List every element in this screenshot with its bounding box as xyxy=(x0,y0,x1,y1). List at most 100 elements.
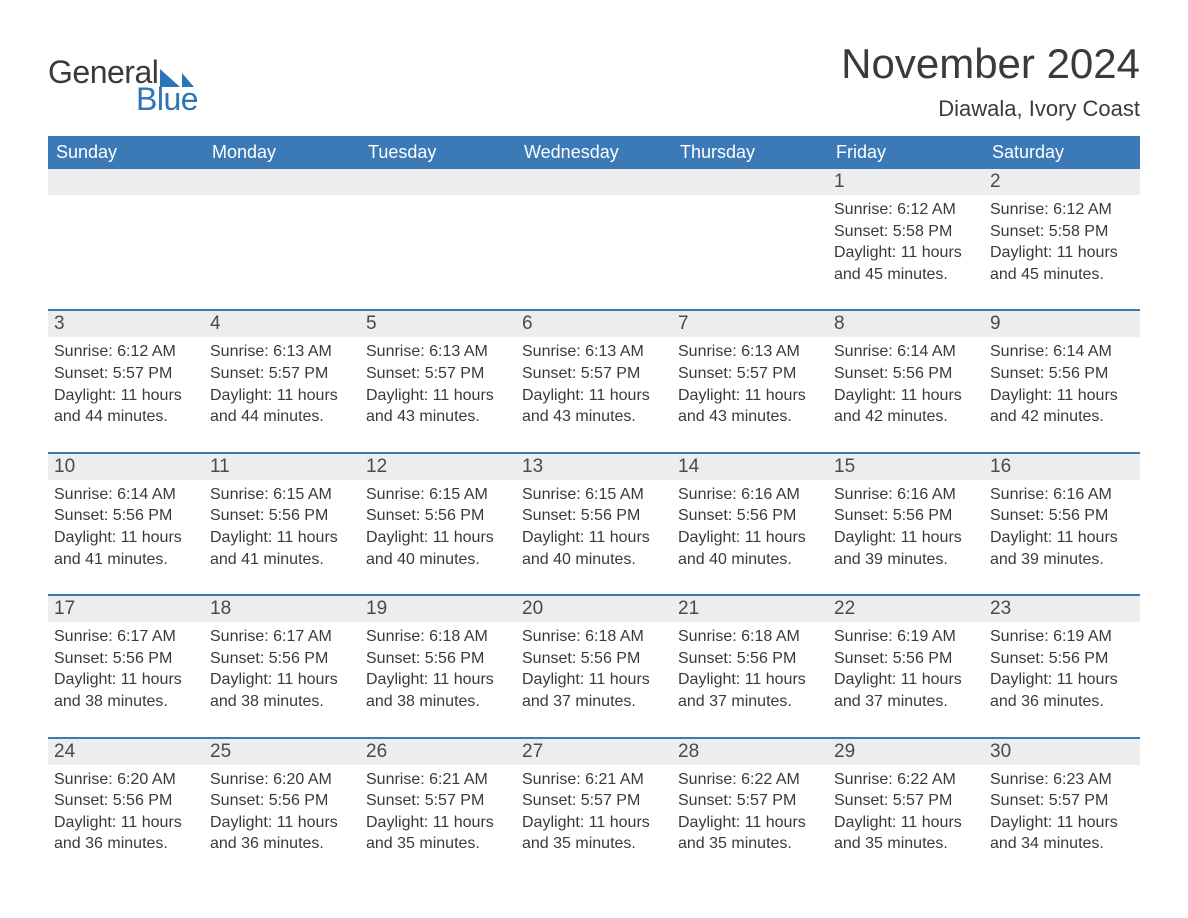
daylight-text: Daylight: 11 hours and 35 minutes. xyxy=(522,812,666,855)
logo: General Blue xyxy=(48,54,198,118)
day-cell: Sunrise: 6:13 AMSunset: 5:57 PMDaylight:… xyxy=(360,337,516,431)
daylight-text: Daylight: 11 hours and 36 minutes. xyxy=(54,812,198,855)
day-content-row: Sunrise: 6:20 AMSunset: 5:56 PM Daylight:… xyxy=(48,765,1140,859)
weekday-header: Tuesday xyxy=(360,136,516,169)
day-cell: Sunrise: 6:12 AMSunset: 5:58 PMDaylight:… xyxy=(984,195,1140,289)
day-number xyxy=(48,169,204,195)
logo-text-blue: Blue xyxy=(136,81,198,118)
sunrise-text: Sunrise: 6:21 AM xyxy=(366,769,510,791)
daylight-text: Daylight: 11 hours and 41 minutes. xyxy=(210,527,354,570)
day-cell: Sunrise: 6:15 AMSunset: 5:56 PMDaylight:… xyxy=(204,480,360,574)
day-number-row: 10111213141516 xyxy=(48,454,1140,480)
daylight-text: Daylight: 11 hours and 40 minutes. xyxy=(366,527,510,570)
day-cell: Sunrise: 6:16 AMSunset: 5:56 PMDaylight:… xyxy=(828,480,984,574)
day-number-row: 17181920212223 xyxy=(48,596,1140,622)
day-number: 30 xyxy=(984,739,1140,765)
sunset-text: Sunset: 5:57 PM xyxy=(366,363,510,385)
day-cell: Sunrise: 6:13 AMSunset: 5:57 PMDaylight:… xyxy=(204,337,360,431)
day-number-row: 3456789 xyxy=(48,311,1140,337)
daylight-text: Daylight: 11 hours and 34 minutes. xyxy=(990,812,1134,855)
day-number: 4 xyxy=(204,311,360,337)
day-number: 12 xyxy=(360,454,516,480)
week-block: 17181920212223Sunrise: 6:17 AMSunset: 5:… xyxy=(48,594,1140,716)
sunset-text: Sunset: 5:56 PM xyxy=(54,648,198,670)
day-cell xyxy=(672,195,828,289)
sunset-text: Sunset: 5:56 PM xyxy=(54,505,198,527)
day-cell: Sunrise: 6:20 AMSunset: 5:56 PMDaylight:… xyxy=(48,765,204,859)
day-number xyxy=(204,169,360,195)
daylight-text: Daylight: 11 hours and 43 minutes. xyxy=(522,385,666,428)
day-content-row: Sunrise: 6:12 AMSunset: 5:57 PMDaylight:… xyxy=(48,337,1140,431)
daylight-text: Daylight: 11 hours and 40 minutes. xyxy=(678,527,822,570)
day-content-row: Sunrise: 6:17 AMSunset: 5:56 PMDaylight:… xyxy=(48,622,1140,716)
day-cell xyxy=(48,195,204,289)
day-cell xyxy=(360,195,516,289)
day-number: 24 xyxy=(48,739,204,765)
day-cell: Sunrise: 6:14 AMSunset: 5:56 PMDaylight:… xyxy=(984,337,1140,431)
sunrise-text: Sunrise: 6:12 AM xyxy=(834,199,978,221)
sunrise-text: Sunrise: 6:14 AM xyxy=(990,341,1134,363)
sunset-text: Sunset: 5:57 PM xyxy=(522,363,666,385)
day-cell: Sunrise: 6:22 AMSunset: 5:57 PMDaylight:… xyxy=(672,765,828,859)
day-number: 17 xyxy=(48,596,204,622)
sunrise-text: Sunrise: 6:23 AM xyxy=(990,769,1134,791)
sunrise-text: Sunrise: 6:16 AM xyxy=(834,484,978,506)
sunset-text: Sunset: 5:57 PM xyxy=(210,363,354,385)
daylight-text: Daylight: 11 hours and 39 minutes. xyxy=(834,527,978,570)
sunset-text: Sunset: 5:56 PM xyxy=(210,648,354,670)
sunset-text: Sunset: 5:57 PM xyxy=(678,790,822,812)
sunset-text: Sunset: 5:56 PM xyxy=(990,363,1134,385)
sunrise-text: Sunrise: 6:13 AM xyxy=(210,341,354,363)
daylight-text: Daylight: 11 hours and 42 minutes. xyxy=(990,385,1134,428)
day-number: 16 xyxy=(984,454,1140,480)
day-number: 5 xyxy=(360,311,516,337)
day-number: 28 xyxy=(672,739,828,765)
sunset-text: Sunset: 5:58 PM xyxy=(834,221,978,243)
sunset-text: Sunset: 5:57 PM xyxy=(522,790,666,812)
daylight-text: Daylight: 11 hours and 41 minutes. xyxy=(54,527,198,570)
sunrise-text: Sunrise: 6:18 AM xyxy=(522,626,666,648)
weekday-header: Wednesday xyxy=(516,136,672,169)
sunset-text: Sunset: 5:57 PM xyxy=(678,363,822,385)
daylight-text: Daylight: 11 hours and 38 minutes. xyxy=(54,669,198,712)
sunset-text: Sunset: 5:56 PM xyxy=(990,505,1134,527)
daylight-text: Daylight: 11 hours and 43 minutes. xyxy=(366,385,510,428)
sunrise-text: Sunrise: 6:22 AM xyxy=(678,769,822,791)
sunrise-text: Sunrise: 6:15 AM xyxy=(366,484,510,506)
sunrise-text: Sunrise: 6:12 AM xyxy=(990,199,1134,221)
daylight-text: Daylight: 11 hours and 37 minutes. xyxy=(834,669,978,712)
day-cell: Sunrise: 6:13 AMSunset: 5:57 PMDaylight:… xyxy=(516,337,672,431)
week-block: 10111213141516Sunrise: 6:14 AMSunset: 5:… xyxy=(48,452,1140,574)
day-number: 8 xyxy=(828,311,984,337)
day-cell: Sunrise: 6:17 AMSunset: 5:56 PMDaylight:… xyxy=(48,622,204,716)
sunset-text: Sunset: 5:56 PM xyxy=(990,648,1134,670)
day-number: 27 xyxy=(516,739,672,765)
day-number: 9 xyxy=(984,311,1140,337)
sunrise-text: Sunrise: 6:16 AM xyxy=(678,484,822,506)
daylight-text: Daylight: 11 hours and 44 minutes. xyxy=(54,385,198,428)
weekday-header: Thursday xyxy=(672,136,828,169)
sunrise-text: Sunrise: 6:20 AM xyxy=(210,769,354,791)
page-title: November 2024 xyxy=(841,40,1140,88)
daylight-text: Daylight: 11 hours and 37 minutes. xyxy=(678,669,822,712)
day-number: 6 xyxy=(516,311,672,337)
sunset-text: Sunset: 5:57 PM xyxy=(834,790,978,812)
day-cell: Sunrise: 6:20 AMSunset: 5:56 PMDaylight:… xyxy=(204,765,360,859)
day-number: 11 xyxy=(204,454,360,480)
day-cell: Sunrise: 6:16 AMSunset: 5:56 PMDaylight:… xyxy=(672,480,828,574)
sunset-text: Sunset: 5:56 PM xyxy=(210,790,354,812)
sunrise-text: Sunrise: 6:19 AM xyxy=(834,626,978,648)
weekday-header: Saturday xyxy=(984,136,1140,169)
sunset-text: Sunset: 5:56 PM xyxy=(522,505,666,527)
sunrise-text: Sunrise: 6:17 AM xyxy=(54,626,198,648)
sunrise-text: Sunrise: 6:12 AM xyxy=(54,341,198,363)
day-cell: Sunrise: 6:12 AMSunset: 5:58 PMDaylight:… xyxy=(828,195,984,289)
day-number xyxy=(516,169,672,195)
week-block: 24252627282930Sunrise: 6:20 AMSunset: 5:… xyxy=(48,737,1140,859)
day-number xyxy=(360,169,516,195)
sunset-text: Sunset: 5:56 PM xyxy=(834,363,978,385)
day-number: 18 xyxy=(204,596,360,622)
sunrise-text: Sunrise: 6:13 AM xyxy=(366,341,510,363)
sunset-text: Sunset: 5:56 PM xyxy=(834,505,978,527)
sunrise-text: Sunrise: 6:21 AM xyxy=(522,769,666,791)
